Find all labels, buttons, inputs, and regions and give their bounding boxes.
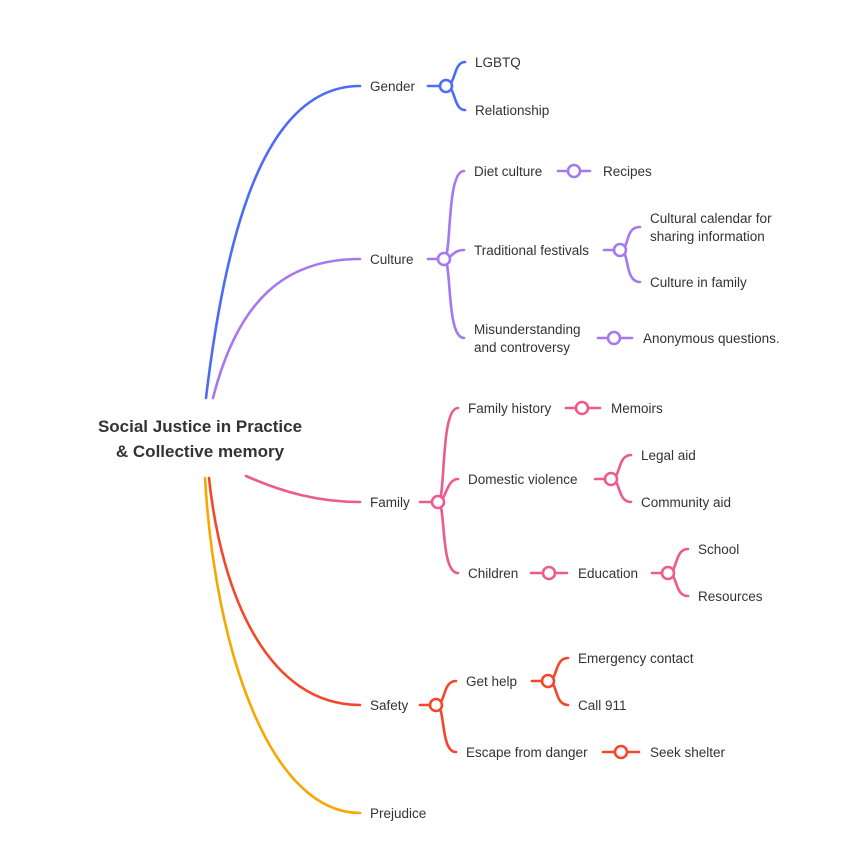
collapse-toggle-domestic-violence[interactable] (603, 471, 619, 487)
collapse-toggle-gender[interactable] (438, 78, 454, 94)
node-gender[interactable]: Gender (370, 79, 416, 94)
node-diet-culture[interactable]: Diet culture (474, 164, 542, 179)
node-cultural-calendar-line-1: Cultural calendar for (650, 211, 772, 226)
collapse-toggle-family[interactable] (430, 494, 446, 510)
collapse-toggle-education[interactable] (660, 565, 676, 581)
edge-family-children (436, 500, 460, 575)
node-family-history[interactable]: Family history (468, 401, 552, 416)
root-topic[interactable]: Social Justice in Practice & Collective … (98, 417, 302, 461)
node-memoirs[interactable]: Memoirs (611, 401, 663, 416)
branch-prejudice: Prejudice (203, 476, 426, 821)
edge-root-culture (211, 257, 362, 400)
edge-culture-misunderstanding (442, 257, 466, 340)
node-domestic-violence[interactable]: Domestic violence (468, 472, 578, 487)
node-cultural-calendar-line-2: sharing information (650, 229, 765, 244)
collapse-toggle-safety[interactable] (428, 697, 444, 713)
node-culture-in-family[interactable]: Culture in family (650, 275, 747, 290)
branch-safety: Safety Get help Emergency contact Call 9… (207, 476, 726, 760)
branch-gender: Gender LGBTQ Relationship (204, 55, 549, 400)
node-traditional-festivals[interactable]: Traditional festivals (474, 243, 589, 258)
node-family[interactable]: Family (370, 495, 410, 510)
collapse-toggle-diet-culture[interactable] (566, 163, 582, 179)
root-title-line-1: Social Justice in Practice (98, 417, 302, 436)
node-culture[interactable]: Culture (370, 252, 414, 267)
node-call-911[interactable]: Call 911 (578, 698, 627, 713)
collapse-toggle-children[interactable] (541, 565, 557, 581)
node-anonymous-questions[interactable]: Anonymous questions. (643, 331, 780, 346)
edge-culture-diet (442, 169, 466, 261)
branch-family: Family Family history Memoirs Domestic v… (244, 400, 763, 604)
node-misunderstanding[interactable]: Misunderstanding and controversy (474, 322, 581, 355)
node-cultural-calendar[interactable]: Cultural calendar for sharing informatio… (650, 211, 772, 244)
node-emergency-contact[interactable]: Emergency contact (578, 651, 694, 666)
collapse-toggle-traditional-festivals[interactable] (612, 242, 628, 258)
edge-root-gender (204, 84, 362, 400)
node-get-help[interactable]: Get help (466, 674, 517, 689)
node-community-aid[interactable]: Community aid (641, 495, 731, 510)
node-children[interactable]: Children (468, 566, 518, 581)
node-school[interactable]: School (698, 542, 739, 557)
collapse-toggle-culture[interactable] (436, 251, 452, 267)
node-legal-aid[interactable]: Legal aid (641, 448, 696, 463)
collapse-toggle-family-history[interactable] (574, 400, 590, 416)
node-resources[interactable]: Resources (698, 589, 763, 604)
edge-root-safety (207, 476, 362, 707)
node-relationship[interactable]: Relationship (475, 103, 549, 118)
node-escape-from-danger[interactable]: Escape from danger (466, 745, 588, 760)
node-lgbtq[interactable]: LGBTQ (475, 55, 521, 70)
node-misunderstanding-line-1: Misunderstanding (474, 322, 581, 337)
root-title-line-2: & Collective memory (116, 442, 285, 461)
node-misunderstanding-line-2: and controversy (474, 340, 570, 355)
collapse-toggle-escape-from-danger[interactable] (613, 744, 629, 760)
node-prejudice[interactable]: Prejudice (370, 806, 426, 821)
collapse-toggle-misunderstanding[interactable] (606, 330, 622, 346)
collapse-toggle-get-help[interactable] (540, 673, 556, 689)
node-seek-shelter[interactable]: Seek shelter (650, 745, 726, 760)
node-safety[interactable]: Safety (370, 698, 409, 713)
node-recipes[interactable]: Recipes (603, 164, 652, 179)
edge-safety-escape (434, 703, 458, 754)
branch-culture: Culture Diet culture Recipes Traditional… (211, 163, 780, 400)
node-education[interactable]: Education (578, 566, 638, 581)
edge-root-prejudice (203, 476, 362, 815)
edge-root-family (244, 474, 362, 504)
